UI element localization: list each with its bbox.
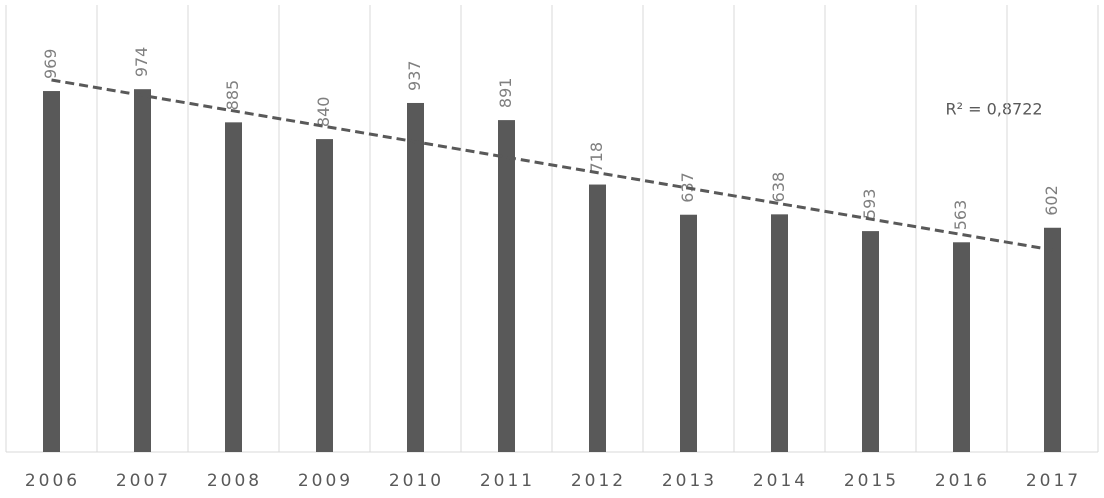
bar xyxy=(43,91,60,453)
data-label: 718 xyxy=(587,142,606,173)
x-tick-label: 2008 xyxy=(207,471,262,491)
bar xyxy=(862,231,879,452)
data-label: 563 xyxy=(951,200,970,231)
x-tick-label: 2015 xyxy=(844,471,899,491)
bar xyxy=(589,184,606,453)
x-tick-label: 2007 xyxy=(116,471,171,491)
bar xyxy=(680,214,697,452)
bar xyxy=(225,122,242,453)
data-label: 593 xyxy=(860,189,879,220)
data-label: 602 xyxy=(1042,185,1061,216)
trendline xyxy=(51,78,1053,252)
x-tick-label: 2016 xyxy=(935,471,990,491)
data-label: 891 xyxy=(496,78,515,109)
bar xyxy=(407,102,424,452)
x-tick-label: 2009 xyxy=(298,471,353,491)
data-label: 885 xyxy=(223,80,242,111)
bar xyxy=(498,120,515,452)
data-label: 974 xyxy=(132,47,151,78)
x-tick-label: 2014 xyxy=(753,471,808,491)
x-tick-label: 2006 xyxy=(25,471,80,491)
data-label: 840 xyxy=(314,97,333,128)
bar xyxy=(771,214,788,452)
bar xyxy=(1044,227,1061,452)
x-tick-label: 2017 xyxy=(1026,471,1081,491)
x-tick-label: 2010 xyxy=(389,471,444,491)
data-label: 638 xyxy=(769,172,788,203)
bar xyxy=(134,89,151,452)
r-squared-annotation: R² = 0,8722 xyxy=(945,100,1042,119)
data-label: 937 xyxy=(405,60,424,91)
x-tick-label: 2011 xyxy=(480,471,535,491)
x-tick-label: 2012 xyxy=(571,471,626,491)
x-tick-label: 2013 xyxy=(662,471,717,491)
bar xyxy=(316,139,333,452)
data-label: 969 xyxy=(41,49,60,80)
bar xyxy=(953,242,970,452)
